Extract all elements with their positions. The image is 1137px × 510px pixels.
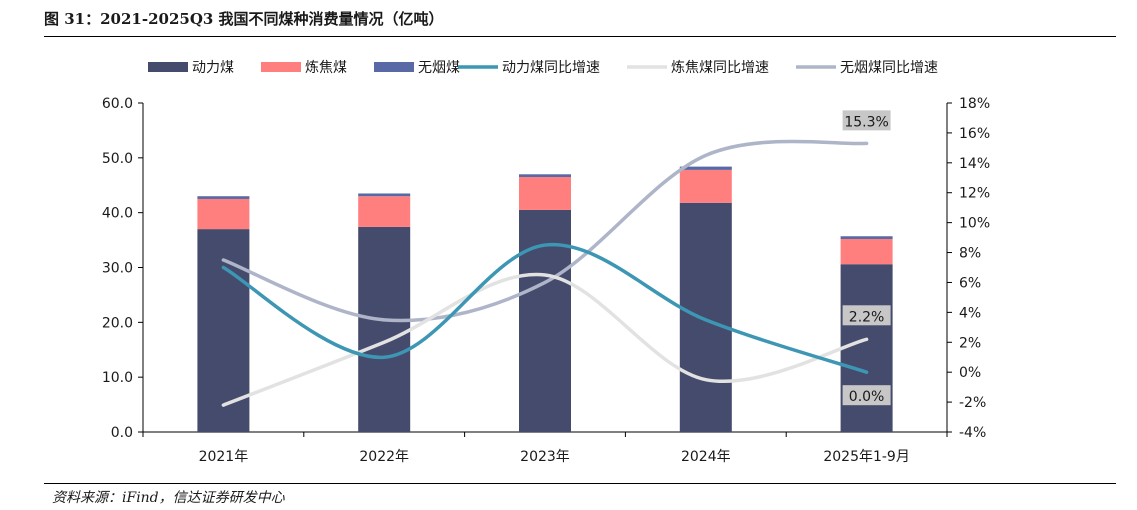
legend-power-coal-label: 动力煤	[192, 60, 234, 76]
right-axis-tick-label: -2%	[959, 395, 986, 411]
right-axis-tick-label: 18%	[959, 96, 990, 112]
left-axis-tick-label: 30.0	[102, 261, 133, 277]
power-coal-yoy-line	[221, 242, 869, 374]
source-divider	[44, 483, 1116, 484]
anthracite-bar	[519, 174, 571, 178]
coking-coal-yoy-data-label: 2.2%	[849, 309, 885, 325]
power-coal-yoy-data-label-bg	[842, 385, 891, 406]
anthracite-bar	[679, 166, 732, 170]
source-note: 资料来源：iFind，信达证券研发中心	[52, 490, 285, 506]
left-axis-tick-label: 20.0	[102, 315, 133, 331]
right-axis-tick-label: 0%	[959, 365, 981, 381]
left-axis-tick-label: 60.0	[102, 96, 133, 112]
left-axis-tick-label: 40.0	[102, 206, 133, 222]
legend-anthracite-swatch	[374, 62, 414, 72]
anthracite-yoy-line	[221, 139, 869, 323]
legend-coking-coal-label: 炼焦煤	[305, 60, 347, 76]
anthracite-bar	[358, 193, 411, 197]
coking-coal-yoy-line	[221, 272, 869, 407]
anthracite-yoy-data-label-bg	[842, 110, 891, 131]
coking-coal-bar	[840, 238, 893, 265]
right-axis-tick-label: 2%	[959, 335, 981, 351]
legend-anthracite-yoy-label: 无烟煤同比增速	[840, 60, 938, 76]
legend-coking-coal-swatch	[261, 62, 301, 72]
anthracite-bar	[840, 236, 893, 239]
power-coal-bar	[519, 209, 571, 432]
coking-coal-bar	[519, 177, 571, 210]
right-axis-tick-label: 14%	[959, 156, 990, 172]
x-axis-category-label: 2022年	[359, 449, 409, 465]
legend-coking-coal-yoy-label: 炼焦煤同比增速	[671, 60, 769, 76]
x-axis-category-label: 2024年	[681, 449, 731, 465]
coking-coal-yoy-data-label-bg	[842, 305, 891, 326]
legend-anthracite-label: 无烟煤	[418, 60, 460, 76]
right-axis-tick-label: 6%	[959, 275, 981, 291]
coking-coal-bar	[679, 169, 732, 203]
coking-coal-bar	[197, 198, 250, 230]
title-divider	[44, 36, 1116, 37]
anthracite-yoy-data-label: 15.3%	[844, 114, 888, 130]
coking-coal-bar	[358, 196, 411, 227]
anthracite-bar	[197, 196, 250, 199]
power-coal-bar	[840, 264, 893, 432]
right-axis-tick-label: -4%	[959, 425, 986, 441]
legend-power-coal-yoy-label: 动力煤同比增速	[502, 60, 600, 76]
right-axis-tick-label: 8%	[959, 246, 981, 262]
left-axis-tick-label: 0.0	[111, 425, 133, 441]
left-axis-tick-label: 50.0	[102, 151, 133, 167]
power-coal-bar	[679, 202, 732, 432]
right-axis-tick-label: 16%	[959, 126, 990, 142]
x-axis-category-label: 2021年	[199, 449, 249, 465]
left-axis-tick-label: 10.0	[102, 370, 133, 386]
power-coal-bar	[358, 226, 411, 432]
right-axis-tick-label: 12%	[959, 186, 990, 202]
legend-power-coal-swatch	[148, 62, 188, 72]
power-coal-yoy-data-label: 0.0%	[849, 389, 885, 405]
x-axis-category-label: 2025年1-9月	[823, 449, 910, 465]
right-axis-tick-label: 4%	[959, 305, 981, 321]
x-axis-category-label: 2023年	[520, 449, 570, 465]
right-axis-tick-label: 10%	[959, 216, 990, 232]
chart-title: 图 31：2021-2025Q3 我国不同煤种消费量情况（亿吨）	[44, 10, 444, 28]
